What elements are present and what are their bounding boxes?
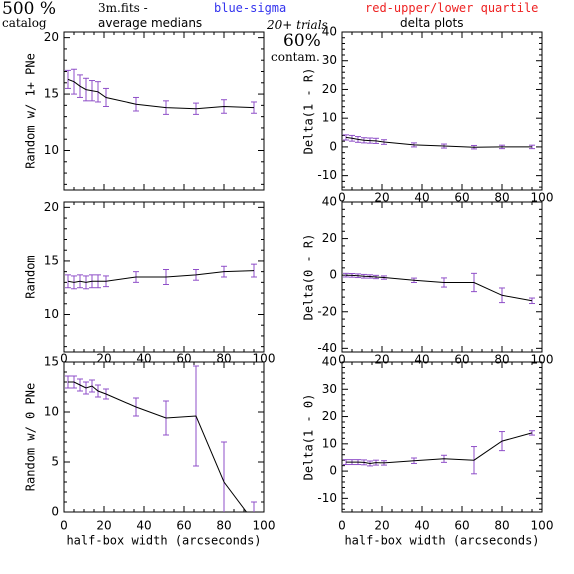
left-bottom-xtick-label: 40 <box>136 519 151 533</box>
left-middle-ylabel: Random <box>24 255 38 298</box>
right-top-ylabel: Delta(1 - R) <box>302 68 316 155</box>
header-delta-plots: delta plots <box>400 16 464 30</box>
left-bottom-ytick-label: 15 <box>44 355 59 369</box>
header-catalog: catalog <box>2 16 47 30</box>
left-bottom-ytick-label: 5 <box>51 455 59 469</box>
left-bottom-xtick-label: 20 <box>96 519 111 533</box>
right-top-xtick-label: 60 <box>454 191 469 205</box>
right-middle-xtick-label: 20 <box>374 353 389 367</box>
left-top-line <box>67 78 255 110</box>
right-top-xtick-label: 0 <box>338 191 346 205</box>
right-middle-ytick-label: -20 <box>317 304 337 318</box>
right-middle-xtick-label: 60 <box>454 353 469 367</box>
right-middle-ytick-label: 40 <box>322 195 337 209</box>
left-bottom-panel: 0 20 40 60 80 100 0 5 10 15 Random w/ 0 PNe half-bo… <box>24 355 276 548</box>
header-trials: 20+ trials <box>267 18 328 32</box>
left-top-series <box>65 68 257 115</box>
right-top-ytick-label: 40 <box>322 25 337 39</box>
left-top-panel: 10 15 20 Random w/ 1+ PNe <box>24 30 265 191</box>
right-middle-panel: 0 20 40 60 80 100 -40 -20 0 20 40 Delta(0 - R) <box>302 195 554 367</box>
header-blue-label: blue-sigma <box>214 1 287 15</box>
right-top-xtick-label: 80 <box>494 191 509 205</box>
right-middle-ytick-label: -40 <box>317 341 337 355</box>
right-bottom-xtick-label: 0 <box>338 519 346 533</box>
left-bottom-xtick-label: 100 <box>253 519 276 533</box>
left-bottom-xtick-label: 0 <box>60 519 68 533</box>
header-file: 3m.fits - <box>98 1 148 15</box>
right-top-ytick-label: 10 <box>322 111 337 125</box>
right-top-ytick-label: -10 <box>317 168 337 182</box>
left-bottom-ytick-label: 0 <box>51 505 59 519</box>
right-top-frame <box>341 31 543 191</box>
right-middle-ytick-label: 20 <box>322 231 337 245</box>
left-middle-ytick-label: 20 <box>44 200 59 214</box>
left-middle-line <box>67 270 255 283</box>
left-bottom-line <box>68 381 248 512</box>
left-bottom-xlabel: half-box width (arcseconds) <box>66 534 261 548</box>
right-bottom-ytick-label: -10 <box>317 491 337 505</box>
right-bottom-xtick-label: 40 <box>414 519 429 533</box>
right-middle-ytick-label: 0 <box>329 268 337 282</box>
right-bottom-xlabel: half-box width (arcseconds) <box>344 534 539 548</box>
right-bottom-ytick-label: 0 <box>329 464 337 478</box>
right-top-ytick-label: 0 <box>329 139 337 153</box>
header-red-label: red-upper/lower quartile <box>365 1 539 15</box>
left-bottom-ytick-label: 10 <box>44 405 59 419</box>
left-middle-ytick-label: 15 <box>44 253 59 267</box>
left-top-ylabel: Random w/ 1+ PNe <box>24 53 38 169</box>
right-top-xtick-label: 100 <box>531 191 554 205</box>
header-contam: contam. <box>271 50 320 64</box>
right-top-ytick-label: 20 <box>322 82 337 96</box>
right-bottom-series <box>343 430 535 475</box>
right-top-series <box>343 134 535 150</box>
left-bottom-xtick-label: 60 <box>176 519 191 533</box>
right-bottom-xtick-label: 80 <box>494 519 509 533</box>
left-top-ytick-label: 10 <box>44 143 59 157</box>
left-bottom-frame <box>63 361 265 513</box>
right-bottom-line <box>346 432 533 465</box>
right-bottom-xtick-label: 20 <box>374 519 389 533</box>
left-middle-series <box>65 263 257 290</box>
left-top-ytick-label: 20 <box>44 30 59 44</box>
left-bottom-ylabel: Random w/ 0 PNe <box>24 383 38 491</box>
right-middle-xtick-label: 0 <box>338 353 346 367</box>
header-average-medians: average medians <box>98 16 203 30</box>
right-top-xtick-label: 20 <box>374 191 389 205</box>
right-top-line <box>345 136 532 148</box>
right-bottom-ylabel: Delta(1 - 0) <box>302 394 316 481</box>
right-bottom-xtick-label: 60 <box>454 519 469 533</box>
header-contam-pct: 60% <box>283 31 321 51</box>
right-bottom-ytick-label: 40 <box>322 355 337 369</box>
right-middle-series <box>343 272 535 305</box>
right-middle-xtick-label: 40 <box>414 353 429 367</box>
right-bottom-xtick-label: 100 <box>531 519 554 533</box>
right-bottom-ytick-label: 10 <box>322 436 337 450</box>
left-middle-ytick-label: 10 <box>44 307 59 321</box>
right-middle-line <box>345 274 533 302</box>
right-top-xtick-label: 40 <box>414 191 429 205</box>
left-top-ytick-label: 15 <box>44 87 59 101</box>
right-bottom-ytick-label: 30 <box>322 382 337 396</box>
right-top-ytick-label: 30 <box>322 53 337 67</box>
right-middle-xtick-label: 80 <box>494 353 509 367</box>
right-bottom-ytick-label: 20 <box>322 409 337 423</box>
right-middle-xtick-label: 100 <box>531 353 554 367</box>
left-bottom-xtick-label: 80 <box>216 519 231 533</box>
header-percent: 500 % <box>2 0 57 19</box>
left-middle-xtick-label: 0 <box>60 352 68 366</box>
left-top-frame <box>63 31 265 191</box>
left-bottom-series <box>65 365 257 512</box>
right-bottom-frame <box>341 361 543 513</box>
right-middle-ylabel: Delta(0 - R) <box>302 234 316 321</box>
